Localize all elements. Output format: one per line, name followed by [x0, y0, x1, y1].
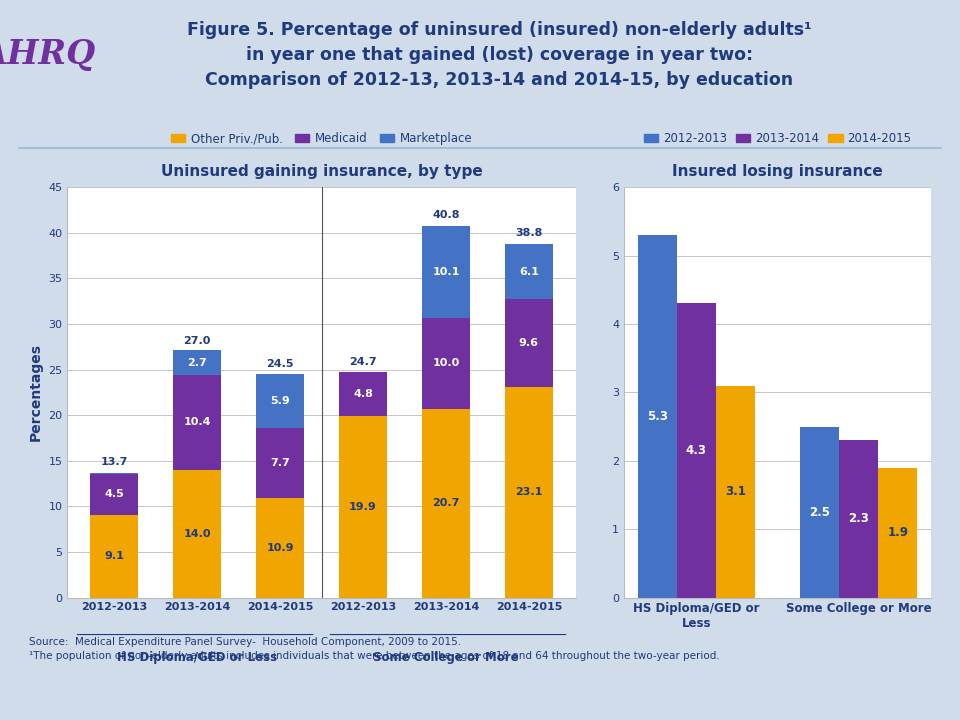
- Bar: [90, 472, 138, 474]
- Text: Some College or More: Some College or More: [373, 651, 518, 664]
- Text: 2.3: 2.3: [849, 513, 869, 526]
- Text: 2.5: 2.5: [809, 505, 830, 518]
- Text: Source:  Medical Expenditure Panel Survey-  Household Component, 2009 to 2015.
¹: Source: Medical Expenditure Panel Survey…: [29, 637, 720, 661]
- Text: 9.6: 9.6: [518, 338, 539, 348]
- Bar: [256, 428, 304, 498]
- Bar: [801, 426, 839, 598]
- Text: 10.1: 10.1: [432, 266, 460, 276]
- Text: Figure 5. Percentage of uninsured (insured) non-elderly adults¹
in year one that: Figure 5. Percentage of uninsured (insur…: [187, 21, 811, 89]
- Bar: [878, 468, 917, 598]
- Bar: [256, 498, 304, 598]
- Bar: [505, 387, 553, 598]
- Text: 20.7: 20.7: [432, 498, 460, 508]
- Bar: [256, 374, 304, 428]
- Text: 3.1: 3.1: [725, 485, 746, 498]
- Text: 4.8: 4.8: [353, 390, 373, 399]
- Legend: Other Priv./Pub., Medicaid, Marketplace: Other Priv./Pub., Medicaid, Marketplace: [166, 127, 477, 150]
- Y-axis label: Percentages: Percentages: [29, 343, 42, 441]
- Bar: [90, 474, 138, 515]
- Text: 10.0: 10.0: [432, 359, 460, 368]
- Text: 5.3: 5.3: [647, 410, 668, 423]
- Text: 14.0: 14.0: [183, 528, 211, 539]
- Text: AHRQ: AHRQ: [0, 38, 96, 71]
- Text: 2.7: 2.7: [187, 358, 207, 368]
- Text: 27.0: 27.0: [183, 336, 211, 346]
- Text: 4.5: 4.5: [105, 489, 124, 499]
- Bar: [339, 372, 387, 416]
- Text: 4.3: 4.3: [685, 444, 707, 457]
- Text: 1.9: 1.9: [887, 526, 908, 539]
- Text: 24.5: 24.5: [267, 359, 294, 369]
- Text: HS Diploma/GED or Less: HS Diploma/GED or Less: [117, 651, 277, 664]
- Bar: [339, 416, 387, 598]
- Bar: [505, 244, 553, 300]
- Bar: [173, 375, 222, 470]
- Text: 10.9: 10.9: [267, 543, 294, 553]
- Title: Insured losing insurance: Insured losing insurance: [672, 164, 883, 179]
- Bar: [173, 351, 222, 375]
- Bar: [421, 318, 470, 409]
- Text: 5.9: 5.9: [271, 396, 290, 406]
- Text: 7.7: 7.7: [271, 458, 290, 468]
- Text: 9.1: 9.1: [105, 551, 124, 561]
- Text: 23.1: 23.1: [516, 487, 542, 498]
- Bar: [716, 386, 755, 598]
- Text: 13.7: 13.7: [101, 457, 128, 467]
- Title: Uninsured gaining insurance, by type: Uninsured gaining insurance, by type: [160, 164, 483, 179]
- Bar: [90, 515, 138, 598]
- Bar: [421, 225, 470, 318]
- Bar: [638, 235, 677, 598]
- Legend: 2012-2013, 2013-2014, 2014-2015: 2012-2013, 2013-2014, 2014-2015: [639, 127, 916, 150]
- Bar: [173, 470, 222, 598]
- Bar: [505, 300, 553, 387]
- Text: 38.8: 38.8: [516, 228, 542, 238]
- Text: 24.7: 24.7: [349, 357, 377, 367]
- Text: 6.1: 6.1: [519, 266, 539, 276]
- Bar: [677, 304, 716, 598]
- Text: 10.4: 10.4: [183, 418, 211, 428]
- Bar: [839, 441, 878, 598]
- Text: 19.9: 19.9: [349, 502, 377, 512]
- Bar: [421, 409, 470, 598]
- Text: 40.8: 40.8: [432, 210, 460, 220]
